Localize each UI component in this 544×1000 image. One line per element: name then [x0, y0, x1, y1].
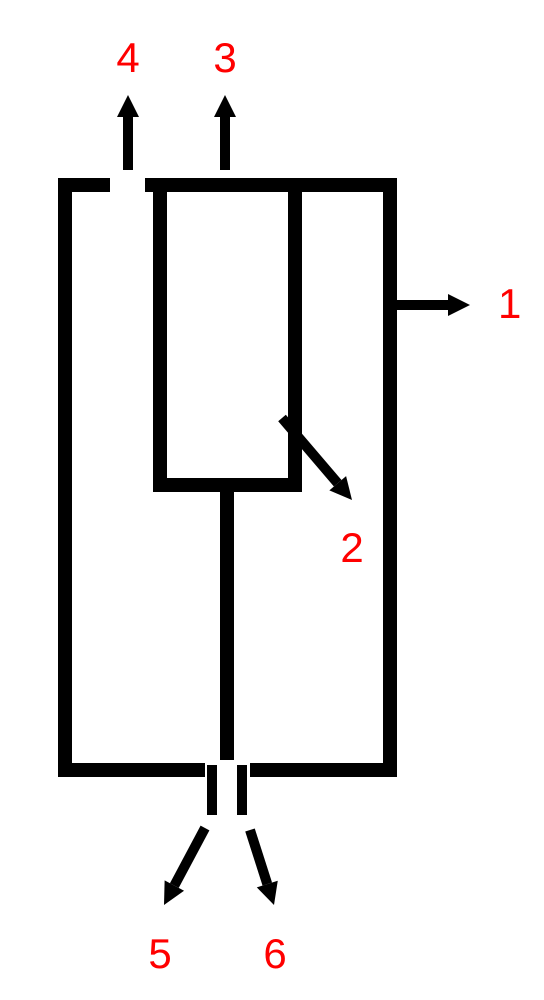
arrow-a6	[250, 830, 278, 905]
arrow-a5	[164, 828, 205, 905]
arrow-a4	[117, 95, 139, 170]
label-layer: 1 2 3 4 5 6	[116, 34, 521, 977]
diagram-canvas: 1 2 3 4 5 6	[0, 0, 544, 1000]
label-l6: 6	[263, 930, 286, 977]
arrow-a3	[214, 95, 236, 170]
label-l3: 3	[213, 34, 236, 81]
label-l4: 4	[116, 34, 139, 81]
arrow-a1	[390, 294, 470, 316]
arrow-a6-head	[257, 881, 278, 905]
arrow-a4-head	[117, 95, 139, 117]
label-l5: 5	[148, 930, 171, 977]
arrow-a1-head	[448, 294, 470, 316]
arrow-a3-head	[214, 95, 236, 117]
label-l1: 1	[498, 280, 521, 327]
arrow-a6-shaft	[250, 830, 267, 884]
arrow-a5-shaft	[174, 828, 205, 886]
label-l2: 2	[340, 524, 363, 571]
